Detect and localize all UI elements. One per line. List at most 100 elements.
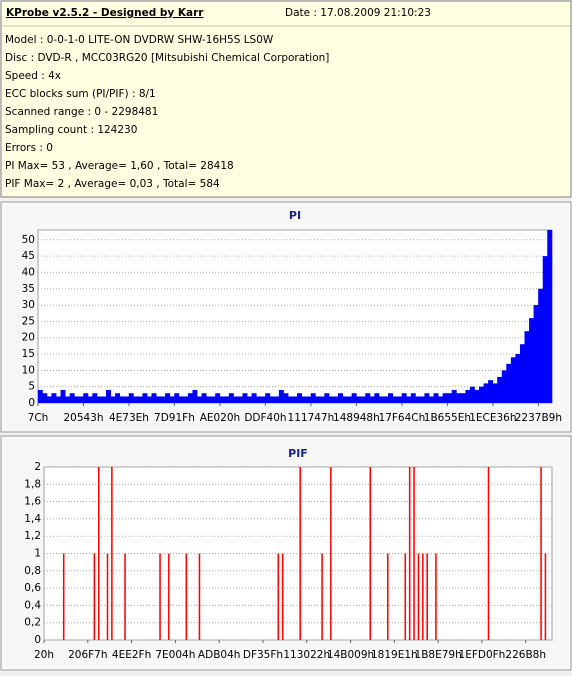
x-tick-label: 1ECE36h <box>469 412 516 424</box>
info-line: Speed : 4x <box>5 70 61 82</box>
bar <box>388 393 393 403</box>
y-tick-label: 1 <box>34 548 41 560</box>
bar <box>110 396 116 403</box>
bar <box>538 288 544 403</box>
bar <box>62 553 65 640</box>
info-line: Sampling count : 124230 <box>5 124 137 136</box>
bar <box>465 389 471 403</box>
bar <box>187 393 193 403</box>
x-tick-label: 1819E1h <box>371 649 418 661</box>
bar <box>55 396 61 403</box>
bar <box>479 386 484 403</box>
bar <box>92 393 98 403</box>
y-tick-label: 15 <box>22 348 35 360</box>
x-tick-label: DDF40h <box>244 412 286 424</box>
bar <box>415 396 421 403</box>
bar <box>151 393 157 403</box>
bar <box>106 553 109 640</box>
bar <box>269 396 275 403</box>
plot-area <box>37 229 553 404</box>
bar <box>278 389 284 403</box>
bar <box>347 396 353 403</box>
y-tick-label: 5 <box>28 381 35 393</box>
bar <box>524 331 530 403</box>
bar <box>469 386 475 403</box>
info-line: PIF Max= 2 , Average= 0,03 , Total= 584 <box>5 178 220 190</box>
y-tick-label: 35 <box>22 283 35 295</box>
bar <box>360 396 366 403</box>
bar <box>417 553 420 640</box>
bar <box>510 357 516 403</box>
bar <box>256 396 262 403</box>
y-tick-label: 1,4 <box>24 513 41 525</box>
bar <box>365 393 371 403</box>
bar <box>404 553 407 640</box>
bar <box>456 393 462 403</box>
y-tick-label: 2 <box>34 461 41 473</box>
bar <box>321 553 323 640</box>
bar <box>356 396 362 403</box>
app-title: KProbe v2.5.2 - Designed by Karr <box>6 7 204 19</box>
bar <box>342 396 348 403</box>
bar <box>160 396 166 403</box>
x-tick-label: DF35Fh <box>243 649 283 661</box>
y-tick-label: 0 <box>28 397 35 409</box>
bar <box>60 389 66 403</box>
bar <box>333 396 339 403</box>
bar <box>488 380 494 403</box>
info-panel <box>0 0 572 198</box>
bar <box>178 396 184 403</box>
bar <box>74 396 80 403</box>
bar <box>277 553 280 640</box>
bar <box>369 396 375 403</box>
bar <box>242 393 248 403</box>
bar <box>46 396 52 403</box>
bar <box>37 389 43 403</box>
bar <box>540 467 542 640</box>
y-tick-label: 30 <box>22 299 35 311</box>
bar <box>319 396 325 403</box>
bar <box>192 389 198 403</box>
bar <box>515 354 521 403</box>
y-tick-label: 0,6 <box>24 582 41 594</box>
y-tick-label: 0,4 <box>24 599 41 611</box>
bar <box>497 376 503 403</box>
x-tick-label: 4E73Eh <box>109 412 149 424</box>
x-tick-label: 226B8h <box>505 649 546 661</box>
bar <box>283 393 289 403</box>
bar <box>338 393 343 403</box>
bar <box>438 396 444 403</box>
bar <box>533 305 539 403</box>
chart-title: PI <box>289 209 301 222</box>
bar <box>392 396 398 403</box>
bar <box>424 393 430 403</box>
bar <box>233 396 239 403</box>
bar <box>299 467 301 640</box>
bar <box>501 370 507 403</box>
bar <box>369 467 372 640</box>
bar <box>156 396 162 403</box>
bar <box>406 396 412 403</box>
x-tick-label: 7D91Fh <box>154 412 195 424</box>
bar <box>447 393 453 403</box>
x-tick-label: 7E004h <box>155 649 195 661</box>
bar <box>408 467 411 640</box>
bar <box>210 396 216 403</box>
bar <box>65 396 71 403</box>
bar <box>287 396 293 403</box>
info-line: ECC blocks sum (PI/PIF) : 8/1 <box>5 88 156 100</box>
plot-area <box>43 466 553 641</box>
bar <box>224 396 230 403</box>
bar <box>96 396 102 403</box>
bar <box>422 553 424 640</box>
bar <box>519 344 525 403</box>
bar <box>274 396 280 403</box>
chart-title: PIF <box>288 447 308 460</box>
x-tick-label: 1EFD0Fh <box>459 649 506 661</box>
bar <box>529 318 535 403</box>
bar <box>506 363 512 403</box>
bar <box>547 230 553 403</box>
y-tick-label: 1,2 <box>24 530 41 542</box>
bar <box>228 393 234 403</box>
bar <box>460 393 466 403</box>
